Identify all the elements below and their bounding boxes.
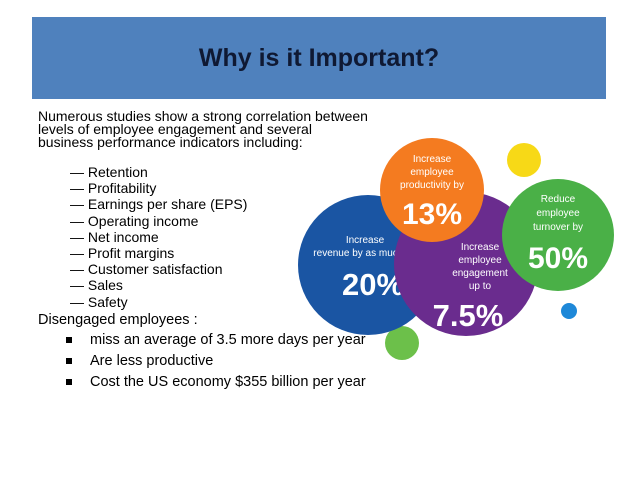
disengaged-heading: Disengaged employees : — [38, 312, 198, 328]
list-item: Sales — [70, 277, 247, 293]
yellow-dot — [507, 143, 541, 177]
indicator-list: Retention Profitability Earnings per sha… — [70, 164, 248, 310]
turnover-line2: employee — [536, 208, 580, 219]
list-item: Profitability — [70, 180, 247, 196]
intro-text: Numerous studies show a strong correlati… — [38, 108, 368, 150]
turnover-circle — [502, 179, 614, 291]
turnover-line1: Reduce — [541, 194, 576, 205]
productivity-line3: productivity by — [400, 180, 464, 191]
list-item: Earnings per share (EPS) — [70, 196, 248, 212]
revenue-value: 20% — [342, 267, 404, 302]
title-bar: Why is it Important? — [32, 17, 606, 99]
green-dot — [385, 326, 419, 360]
list-item: Are less productive — [66, 353, 366, 370]
engagement-line4: up to — [469, 281, 492, 292]
list-item: Operating income — [70, 213, 247, 229]
list-item: Net income — [70, 229, 247, 245]
revenue-line1: Increase — [346, 235, 385, 246]
list-item: Cost the US economy $355 billion per yea… — [66, 374, 366, 391]
productivity-circle — [380, 138, 484, 242]
list-item: Retention — [70, 164, 247, 180]
engagement-line3: engagement — [452, 268, 508, 279]
engagement-line1: Increase — [461, 242, 500, 253]
blue-dot — [561, 303, 577, 319]
productivity-line2: employee — [410, 167, 454, 178]
engagement-stats-graphic: Increase revenue by as much as 20% Incre… — [298, 138, 614, 360]
turnover-line3: turnover by — [533, 222, 583, 233]
list-item: Safety — [70, 294, 247, 310]
engagement-line2: employee — [458, 255, 502, 266]
list-item: Profit margins — [70, 245, 247, 261]
turnover-value: 50% — [528, 242, 588, 275]
productivity-line1: Increase — [413, 154, 452, 165]
list-item: miss an average of 3.5 more days per yea… — [66, 332, 366, 349]
disengaged-list: miss an average of 3.5 more days per yea… — [66, 332, 366, 395]
list-item: Customer satisfaction — [70, 261, 247, 277]
productivity-value: 13% — [402, 198, 462, 231]
engagement-value: 7.5% — [433, 298, 504, 333]
slide-title: Why is it Important? — [198, 43, 440, 72]
revenue-line2: revenue by as much as — [313, 248, 416, 259]
